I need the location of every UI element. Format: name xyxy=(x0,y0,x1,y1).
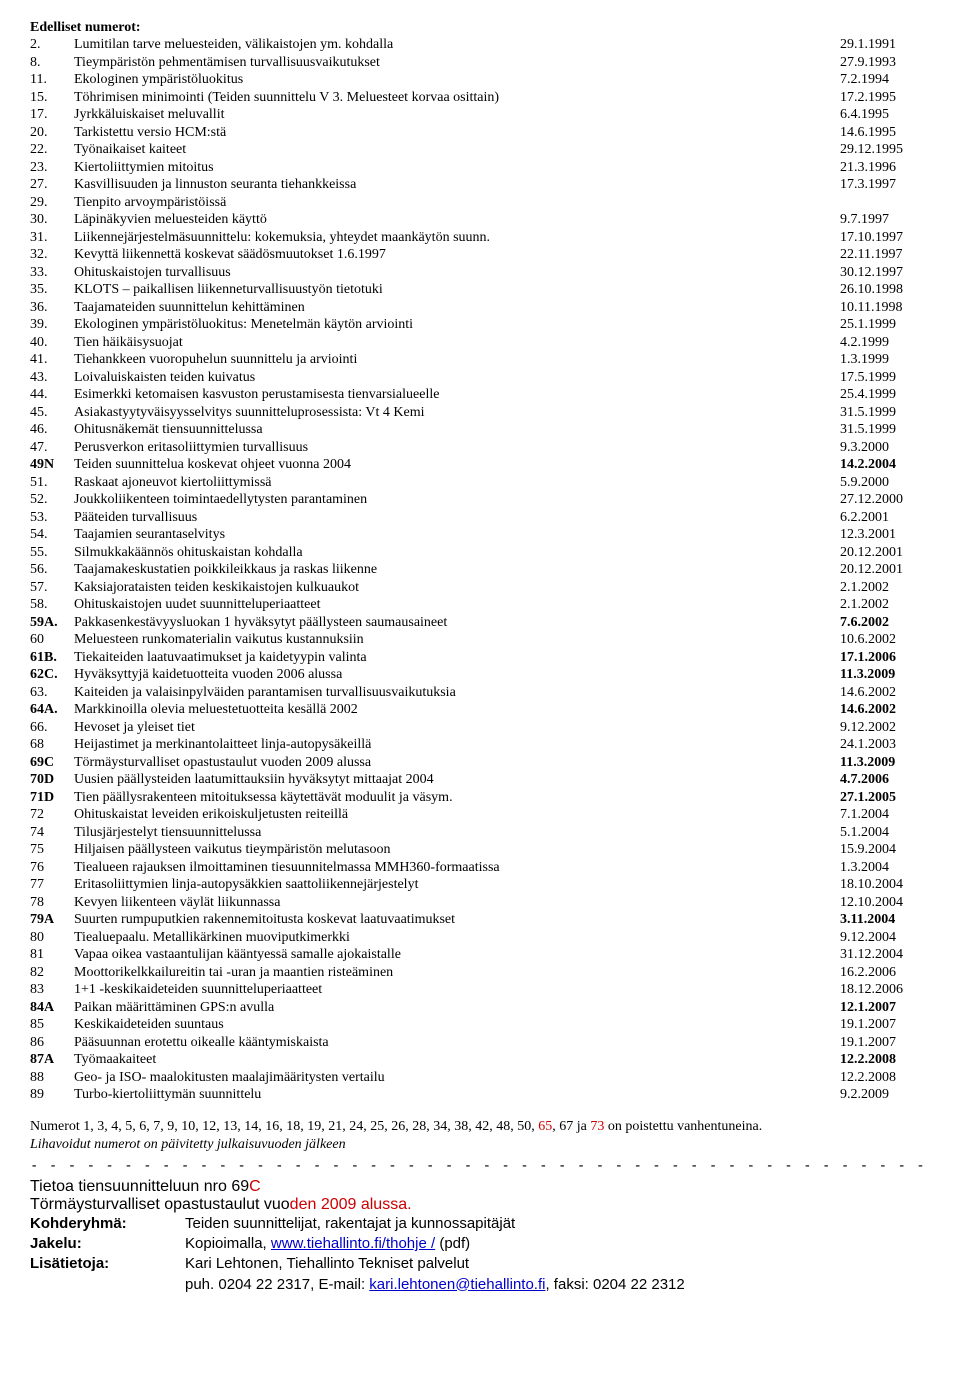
jakelu-link[interactable]: www.tiehallinto.fi/thohje / xyxy=(271,1235,435,1252)
entry-row: 45. Asiakastyytyväisyysselvitys suunnitt… xyxy=(30,404,930,422)
entry-row: 69CTörmäysturvalliset opastustaulut vuod… xyxy=(30,754,930,772)
entry-row: 64A.Markkinoilla olevia meluestetuotteit… xyxy=(30,701,930,719)
info-kohderyhma: Kohderyhmä: Teiden suunnittelijat, raken… xyxy=(30,1214,930,1234)
entry-row: 88Geo- ja ISO- maalokitusten maalajimäär… xyxy=(30,1069,930,1087)
entry-row: 29.Tienpito arvoympäristöissä xyxy=(30,194,930,212)
entry-row: 84APaikan määrittäminen GPS:n avulla12.1… xyxy=(30,999,930,1017)
entry-row: 2.Lumitilan tarve meluesteiden, välikais… xyxy=(30,36,930,54)
entry-row: 32.Kevyttä liikennettä koskevat säädösmu… xyxy=(30,246,930,264)
entry-row: 62C.Hyväksyttyjä kaidetuotteita vuoden 2… xyxy=(30,666,930,684)
entry-list: 2.Lumitilan tarve meluesteiden, välikais… xyxy=(30,36,930,1104)
entry-row: 53.Pääteiden turvallisuus6.2.2001 xyxy=(30,509,930,527)
entry-row: 55.Silmukkakäännös ohituskaistan kohdall… xyxy=(30,544,930,562)
entry-row: 66.Hevoset ja yleiset tiet9.12.2002 xyxy=(30,719,930,737)
entry-row: 68Heijastimet ja merkinantolaitteet linj… xyxy=(30,736,930,754)
entry-row: 70DUusien päällysteiden laatumittauksiin… xyxy=(30,771,930,789)
entry-row: 89Turbo-kiertoliittymän suunnittelu9.2.2… xyxy=(30,1086,930,1104)
entry-row: 40.Tien häikäisysuojat4.2.1999 xyxy=(30,334,930,352)
entry-row: 23.Kiertoliittymien mitoitus21.3.1996 xyxy=(30,159,930,177)
entry-row: 35.KLOTS – paikallisen liikenneturvallis… xyxy=(30,281,930,299)
entry-row: 56.Taajamakeskustatien poikkileikkaus ja… xyxy=(30,561,930,579)
entry-row: 59A.Pakkasenkestävyysluokan 1 hyväksytyt… xyxy=(30,614,930,632)
entry-row: 52.Joukkoliikenteen toimintaedellytysten… xyxy=(30,491,930,509)
entry-row: 82Moottorikelkkailureitin tai -uran ja m… xyxy=(30,964,930,982)
entry-row: 74Tilusjärjestelyt tiensuunnittelussa5.1… xyxy=(30,824,930,842)
entry-row: 31.Liikennejärjestelmäsuunnittelu: kokem… xyxy=(30,229,930,247)
entry-row: 15.Töhrimisen minimointi (Teiden suunnit… xyxy=(30,89,930,107)
entry-row: 57.Kaksiajorataisten teiden keskikaistoj… xyxy=(30,579,930,597)
entry-row: 20.Tarkistettu versio HCM:stä14.6.1995 xyxy=(30,124,930,142)
entry-row: 49NTeiden suunnittelua koskevat ohjeet v… xyxy=(30,456,930,474)
entry-row: 60Meluesteen runkomaterialin vaikutus ku… xyxy=(30,631,930,649)
entry-row: 81Vapaa oikea vastaantulijan kääntyessä … xyxy=(30,946,930,964)
entry-row: 85Keskikaideteiden suuntaus19.1.2007 xyxy=(30,1016,930,1034)
divider: - - - - - - - - - - - - - - - - - - - - … xyxy=(30,1158,930,1174)
entry-row: 41.Tiehankkeen vuoropuhelun suunnittelu … xyxy=(30,351,930,369)
info-lisatietoja: Lisätietoja: Kari Lehtonen, Tiehallinto … xyxy=(30,1254,930,1295)
entry-row: 79ASuurten rumpuputkien rakennemitoitust… xyxy=(30,911,930,929)
entry-row: 43.Loivaluiskaisten teiden kuivatus17.5.… xyxy=(30,369,930,387)
entry-row: 72Ohituskaistat leveiden erikoiskuljetus… xyxy=(30,806,930,824)
entry-row: 77Eritasoliittymien linja-autopysäkkien … xyxy=(30,876,930,894)
entry-row: 61B.Tiekaiteiden laatuvaatimukset ja kai… xyxy=(30,649,930,667)
entry-row: 80Tiealuepaalu. Metallikärkinen muoviput… xyxy=(30,929,930,947)
entry-row: 27.Kasvillisuuden ja linnuston seuranta … xyxy=(30,176,930,194)
footnote: Numerot 1, 3, 4, 5, 6, 7, 9, 10, 12, 13,… xyxy=(30,1118,930,1154)
entry-row: 78Kevyen liikenteen väylät liikunnassa12… xyxy=(30,894,930,912)
entry-row: 17.Jyrkkäluiskaiset meluvallit6.4.1995 xyxy=(30,106,930,124)
section-title: Tietoa tiensuunnitteluun nro 69C Törmäys… xyxy=(30,1178,930,1214)
entry-row: 46. Ohitusnäkemät tiensuunnittelussa 31.… xyxy=(30,421,930,439)
email-link[interactable]: kari.lehtonen@tiehallinto.fi xyxy=(369,1276,545,1293)
entry-row: 71DTien päällysrakenteen mitoituksessa k… xyxy=(30,789,930,807)
entry-row: 76Tiealueen rajauksen ilmoittaminen ties… xyxy=(30,859,930,877)
info-jakelu: Jakelu: Kopioimalla, www.tiehallinto.fi/… xyxy=(30,1234,930,1254)
entry-row: 75Hiljaisen päällysteen vaikutus tieympä… xyxy=(30,841,930,859)
entry-row: 8.Tieympäristön pehmentämisen turvallisu… xyxy=(30,54,930,72)
entry-row: 22.Työnaikaiset kaiteet29.12.1995 xyxy=(30,141,930,159)
entry-row: 63.Kaiteiden ja valaisinpylväiden parant… xyxy=(30,684,930,702)
entry-row: 51.Raskaat ajoneuvot kiertoliittymissä5.… xyxy=(30,474,930,492)
entry-row: 44.Esimerkki ketomaisen kasvuston perust… xyxy=(30,386,930,404)
entry-row: 831+1 -keskikaideteiden suunnitteluperia… xyxy=(30,981,930,999)
entry-row: 47.Perusverkon eritasoliittymien turvall… xyxy=(30,439,930,457)
entry-row: 54.Taajamien seurantaselvitys12.3.2001 xyxy=(30,526,930,544)
entry-row: 30.Läpinäkyvien meluesteiden käyttö9.7.1… xyxy=(30,211,930,229)
entry-row: 86Pääsuunnan erotettu oikealle kääntymis… xyxy=(30,1034,930,1052)
entry-row: 87ATyömaakaiteet12.2.2008 xyxy=(30,1051,930,1069)
entry-row: 58.Ohituskaistojen uudet suunnitteluperi… xyxy=(30,596,930,614)
entry-row: 39.Ekologinen ympäristöluokitus: Menetel… xyxy=(30,316,930,334)
entry-row: 36.Taajamateiden suunnittelun kehittämin… xyxy=(30,299,930,317)
entry-row: 33.Ohituskaistojen turvallisuus30.12.199… xyxy=(30,264,930,282)
entry-row: 11.Ekologinen ympäristöluokitus7.2.1994 xyxy=(30,71,930,89)
heading: Edelliset numerot: xyxy=(30,20,930,36)
